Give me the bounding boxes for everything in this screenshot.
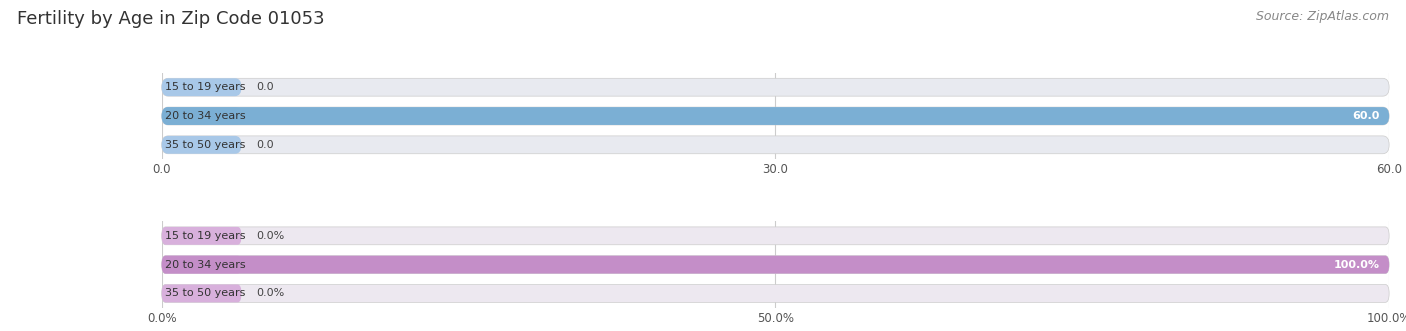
FancyBboxPatch shape — [162, 256, 242, 273]
Text: 0.0: 0.0 — [256, 82, 274, 92]
FancyBboxPatch shape — [162, 285, 242, 302]
Text: Fertility by Age in Zip Code 01053: Fertility by Age in Zip Code 01053 — [17, 10, 325, 28]
FancyBboxPatch shape — [162, 227, 1389, 245]
Text: 100.0%: 100.0% — [1333, 260, 1379, 270]
FancyBboxPatch shape — [162, 107, 1389, 125]
FancyBboxPatch shape — [162, 107, 242, 125]
FancyBboxPatch shape — [162, 78, 1389, 96]
FancyBboxPatch shape — [162, 256, 1389, 273]
Text: 0.0%: 0.0% — [256, 288, 284, 299]
FancyBboxPatch shape — [162, 256, 1389, 273]
FancyBboxPatch shape — [162, 78, 242, 96]
Text: 15 to 19 years: 15 to 19 years — [166, 231, 246, 241]
Text: 20 to 34 years: 20 to 34 years — [166, 111, 246, 121]
Text: 0.0: 0.0 — [256, 140, 274, 150]
FancyBboxPatch shape — [162, 285, 1389, 302]
Text: 35 to 50 years: 35 to 50 years — [166, 288, 246, 299]
Text: 15 to 19 years: 15 to 19 years — [166, 82, 246, 92]
FancyBboxPatch shape — [162, 107, 1389, 125]
Text: Source: ZipAtlas.com: Source: ZipAtlas.com — [1256, 10, 1389, 23]
Text: 20 to 34 years: 20 to 34 years — [166, 260, 246, 270]
Text: 0.0%: 0.0% — [256, 231, 284, 241]
Text: 60.0: 60.0 — [1353, 111, 1379, 121]
FancyBboxPatch shape — [162, 227, 242, 245]
Text: 35 to 50 years: 35 to 50 years — [166, 140, 246, 150]
FancyBboxPatch shape — [162, 136, 242, 154]
FancyBboxPatch shape — [162, 136, 1389, 154]
